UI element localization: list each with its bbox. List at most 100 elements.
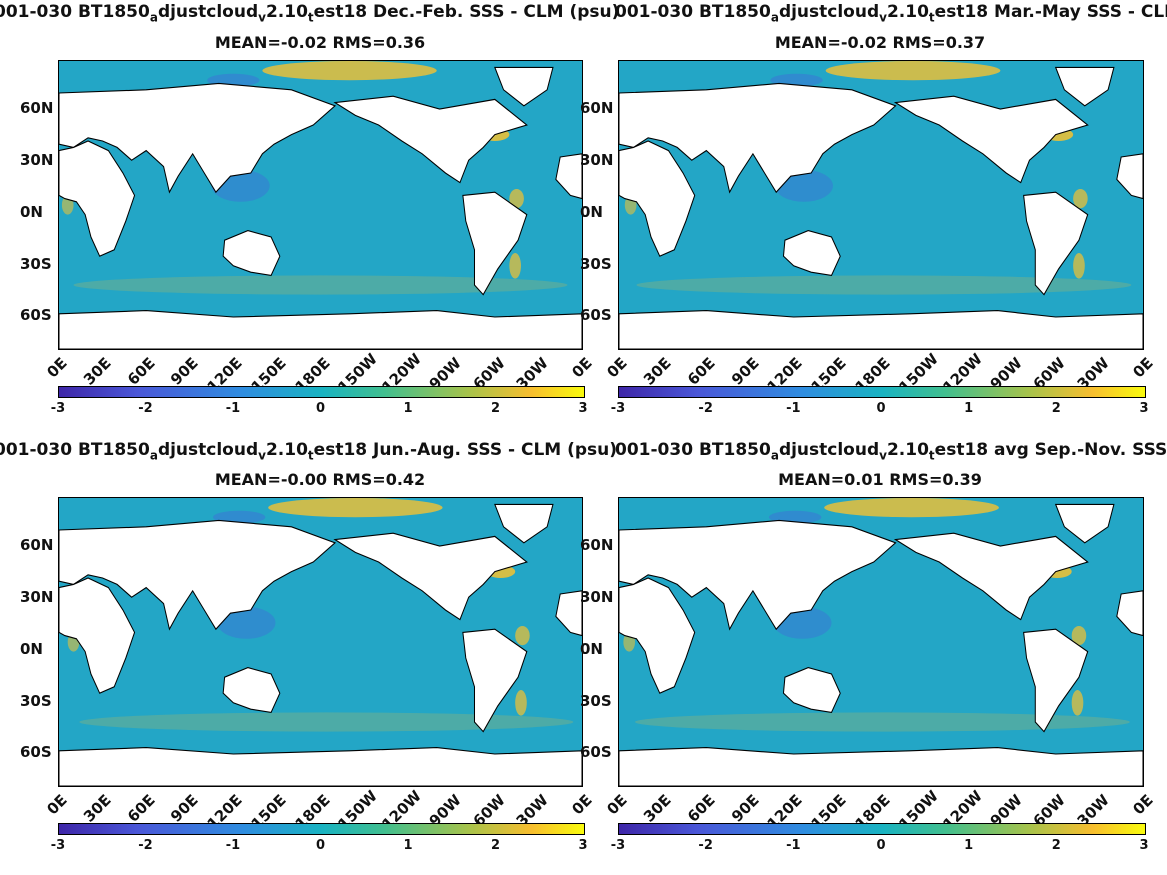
colorbar-tick-label: 2 [490,838,501,853]
title-text: 2.10 [886,440,929,460]
africa-land [59,140,136,257]
latitude-tick-label: 30S [20,691,52,710]
latitude-tick-label: 60S [20,306,52,325]
arctic-warm-anomaly [262,61,437,81]
south-ocean-band [79,712,574,732]
africa-land [619,140,696,257]
panel-stats: MEAN=-0.00 RMS=0.42 [214,470,426,489]
arctic-warm-anomaly [825,61,1001,81]
latitude-tick-label: 60N [20,99,54,118]
colorbar-tick-label: -3 [610,401,626,416]
north-america-land [893,95,1089,184]
colorbar-tick-label: 2 [490,401,501,416]
colorbar [58,823,585,835]
title-subscript: a [770,10,779,25]
brazil-current-anomaly [1073,253,1085,279]
colorbar-tick-label: -2 [138,401,153,416]
colorbar-tick-label: 0 [315,838,326,853]
title-text: 001-030 BT1850 [0,440,150,460]
latitude-tick-label: 0N [580,639,603,658]
africa-land [59,577,136,694]
latitude-tick-label: 0N [20,202,43,221]
africa-west-land [1116,153,1143,200]
title-text: est18 Jun.-Aug. SSS - CLM (psu) [313,440,618,460]
colorbar-tick-label: -3 [50,401,66,416]
map-area [58,497,583,787]
colorbar-tick-label: 2 [1051,838,1061,853]
north-america-land [333,95,528,184]
map-svg [619,498,1143,786]
title-subscript: t [928,448,935,463]
latitude-tick-label: 60S [580,743,612,762]
title-text: djustcloud [778,440,880,460]
latitude-tick-label: 30N [580,588,614,607]
antarctica-land [59,310,582,349]
brazil-current-anomaly [509,253,521,279]
africa-land [619,577,696,694]
title-text: est18 Mar.-May SSS - CLM [934,2,1167,22]
colorbar-tick-label: -1 [786,401,801,416]
antarctica-land [619,747,1143,786]
westpac-fresh-anomaly [217,606,276,639]
australia-land [782,667,841,714]
south-america-land [462,628,528,733]
map-area [618,497,1144,787]
map-svg [59,61,582,349]
title-subscript: t [307,448,314,463]
title-subscript: a [149,448,158,463]
title-subscript: v [879,10,887,25]
brazil-current-anomaly [1071,690,1084,716]
latitude-tick-label: 30N [20,588,54,607]
colorbar-tick-label: -2 [698,401,713,416]
latitude-tick-label: 60N [580,536,614,555]
title-subscript: v [258,448,266,463]
latitude-tick-label: 30S [580,254,612,273]
south-ocean-band [636,275,1132,295]
colorbar-tick-label: 3 [1139,401,1149,416]
arctic-warm-anomaly [824,498,999,518]
colorbar-tick-label: 1 [964,401,974,416]
africa-west-land [555,153,582,200]
title-subscript: a [770,448,779,463]
antarctica-land [59,747,582,786]
africa-west-land [1116,590,1143,637]
eurasia-land [619,519,897,631]
colorbar-tick-label: 3 [1139,838,1149,853]
latitude-tick-label: 0N [580,202,603,221]
eurasia-land [59,519,337,631]
panel-title: 001-030 BT1850adjustcloudv2.10test18 avg… [615,440,1167,462]
colorbar-tick-label: -1 [786,838,801,853]
colorbar-tick-label: 0 [315,401,326,416]
panel-title: 001-030 BT1850adjustcloudv2.10test18 Mar… [615,2,1167,24]
colorbar-tick-label: 2 [1051,401,1061,416]
colorbar-tick-label: 1 [964,838,974,853]
latitude-tick-label: 30N [580,151,614,170]
south-ocean-band [635,712,1130,732]
colorbar-tick-label: 1 [403,401,413,416]
title-subscript: t [307,10,314,25]
north-america-land [333,532,528,621]
title-text: 2.10 [886,2,929,22]
title-text: djustcloud [157,440,259,460]
africa-west-land [555,590,582,637]
panel-stats: MEAN=0.01 RMS=0.39 [778,470,982,489]
south-america-land [1023,628,1089,733]
antarctica-land [619,310,1143,349]
colorbar-tick-label: -2 [138,838,153,853]
title-subscript: a [149,10,158,25]
colorbar-tick-label: -3 [610,838,626,853]
colorbar-tick-label: -3 [50,838,66,853]
title-subscript: v [258,10,266,25]
colorbar-tick-label: -2 [698,838,713,853]
colorbar [618,823,1146,835]
panel-stats: MEAN=-0.02 RMS=0.37 [774,33,986,52]
title-text: 001-030 BT1850 [615,2,771,22]
latitude-tick-label: 60N [580,99,614,118]
map-area [618,60,1144,350]
amazon-anomaly [509,189,524,209]
australia-land [222,667,281,714]
greenland-land [494,66,554,107]
colorbar [58,386,585,398]
eurasia-land [619,82,897,194]
map-svg [619,61,1143,349]
